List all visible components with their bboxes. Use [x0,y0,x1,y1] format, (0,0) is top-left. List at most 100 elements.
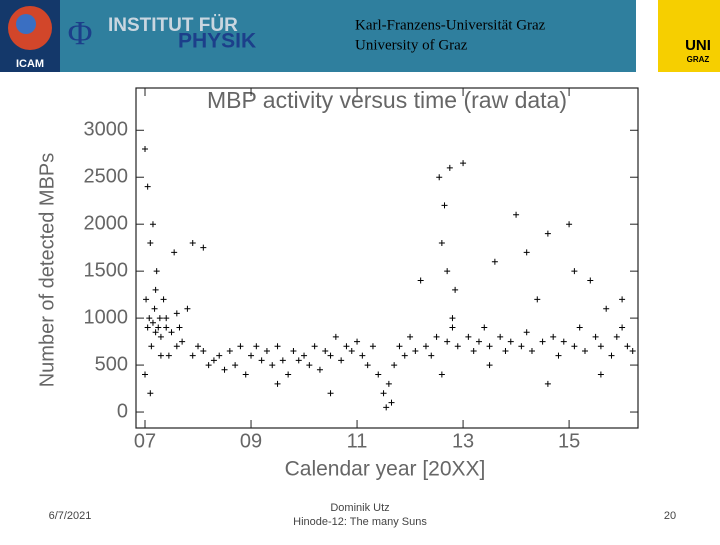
data-point [179,338,186,345]
data-point [316,366,323,373]
data-point [173,310,180,317]
data-point [195,343,202,350]
data-point [205,362,212,369]
data-point [383,404,390,411]
data-point [301,352,308,359]
data-point [148,343,155,350]
data-point [619,296,626,303]
university-de: Karl-Franzens-Universität Graz [355,17,546,33]
data-point [513,211,520,218]
data-point [502,347,509,354]
data-point [274,380,281,387]
data-point [163,324,170,331]
data-point [253,343,260,350]
footer-date: 6/7/2021 [49,510,92,522]
institute-top: INSTITUT FÜR [108,15,238,36]
data-point [295,357,302,364]
data-point [151,305,158,312]
data-point [417,277,424,284]
data-point [497,333,504,340]
data-point [279,357,286,364]
data-point [149,221,156,228]
uni-logo-margin [638,0,658,72]
data-point [144,324,151,331]
data-point [200,244,207,251]
data-point [144,183,151,190]
data-point [481,324,488,331]
data-point [449,315,456,322]
x-tick-label: 15 [558,430,580,452]
data-point [460,160,467,167]
data-point [146,315,153,322]
data-point [163,315,170,322]
data-point [518,343,525,350]
data-point [396,343,403,350]
data-point [263,347,270,354]
footer-author: Dominik Utz [330,502,389,514]
y-tick-label: 0 [117,400,128,422]
data-point [444,338,451,345]
data-point [157,333,164,340]
data-point [597,343,604,350]
data-point [165,352,172,359]
data-point [184,305,191,312]
data-point [311,343,318,350]
data-point [534,296,541,303]
data-point [338,357,345,364]
footer-page: 20 [664,510,676,522]
data-point [306,362,313,369]
data-point [470,347,477,354]
data-point [465,333,472,340]
data-point [446,164,453,171]
y-tick-label: 1500 [84,259,129,281]
data-point [149,319,156,326]
data-point [156,315,163,322]
globe-detail [16,14,36,34]
data-point [507,338,514,345]
data-point [269,362,276,369]
data-point [491,258,498,265]
plot-frame [135,87,639,429]
data-point [449,324,456,331]
data-point [412,347,419,354]
data-point [200,347,207,354]
data-point [226,347,233,354]
data-point [401,352,408,359]
data-point [343,343,350,350]
data-point [210,357,217,364]
data-point [444,268,451,275]
data-point [327,390,334,397]
data-point [332,333,339,340]
data-point [369,343,376,350]
y-tick-label: 500 [95,353,128,375]
data-point [438,371,445,378]
data-point [550,333,557,340]
data-point [242,371,249,378]
data-point [354,338,361,345]
x-tick-label: 13 [452,430,474,452]
data-point [359,352,366,359]
data-point [380,390,387,397]
uni-logo [658,0,720,72]
data-point [544,380,551,387]
data-point [274,343,281,350]
data-point [436,174,443,181]
data-point [438,239,445,246]
data-point [173,343,180,350]
data-point [571,268,578,275]
data-point [290,347,297,354]
data-point [232,362,239,369]
data-point [597,371,604,378]
y-tick-label: 1000 [84,306,129,328]
data-point [152,329,159,336]
data-point [216,352,223,359]
data-point [603,305,610,312]
institute-bottom: PHYSIK [178,30,256,53]
university-en: University of Graz [355,37,468,53]
data-point [237,343,244,350]
data-point [153,268,160,275]
data-point [528,347,535,354]
data-point [571,343,578,350]
